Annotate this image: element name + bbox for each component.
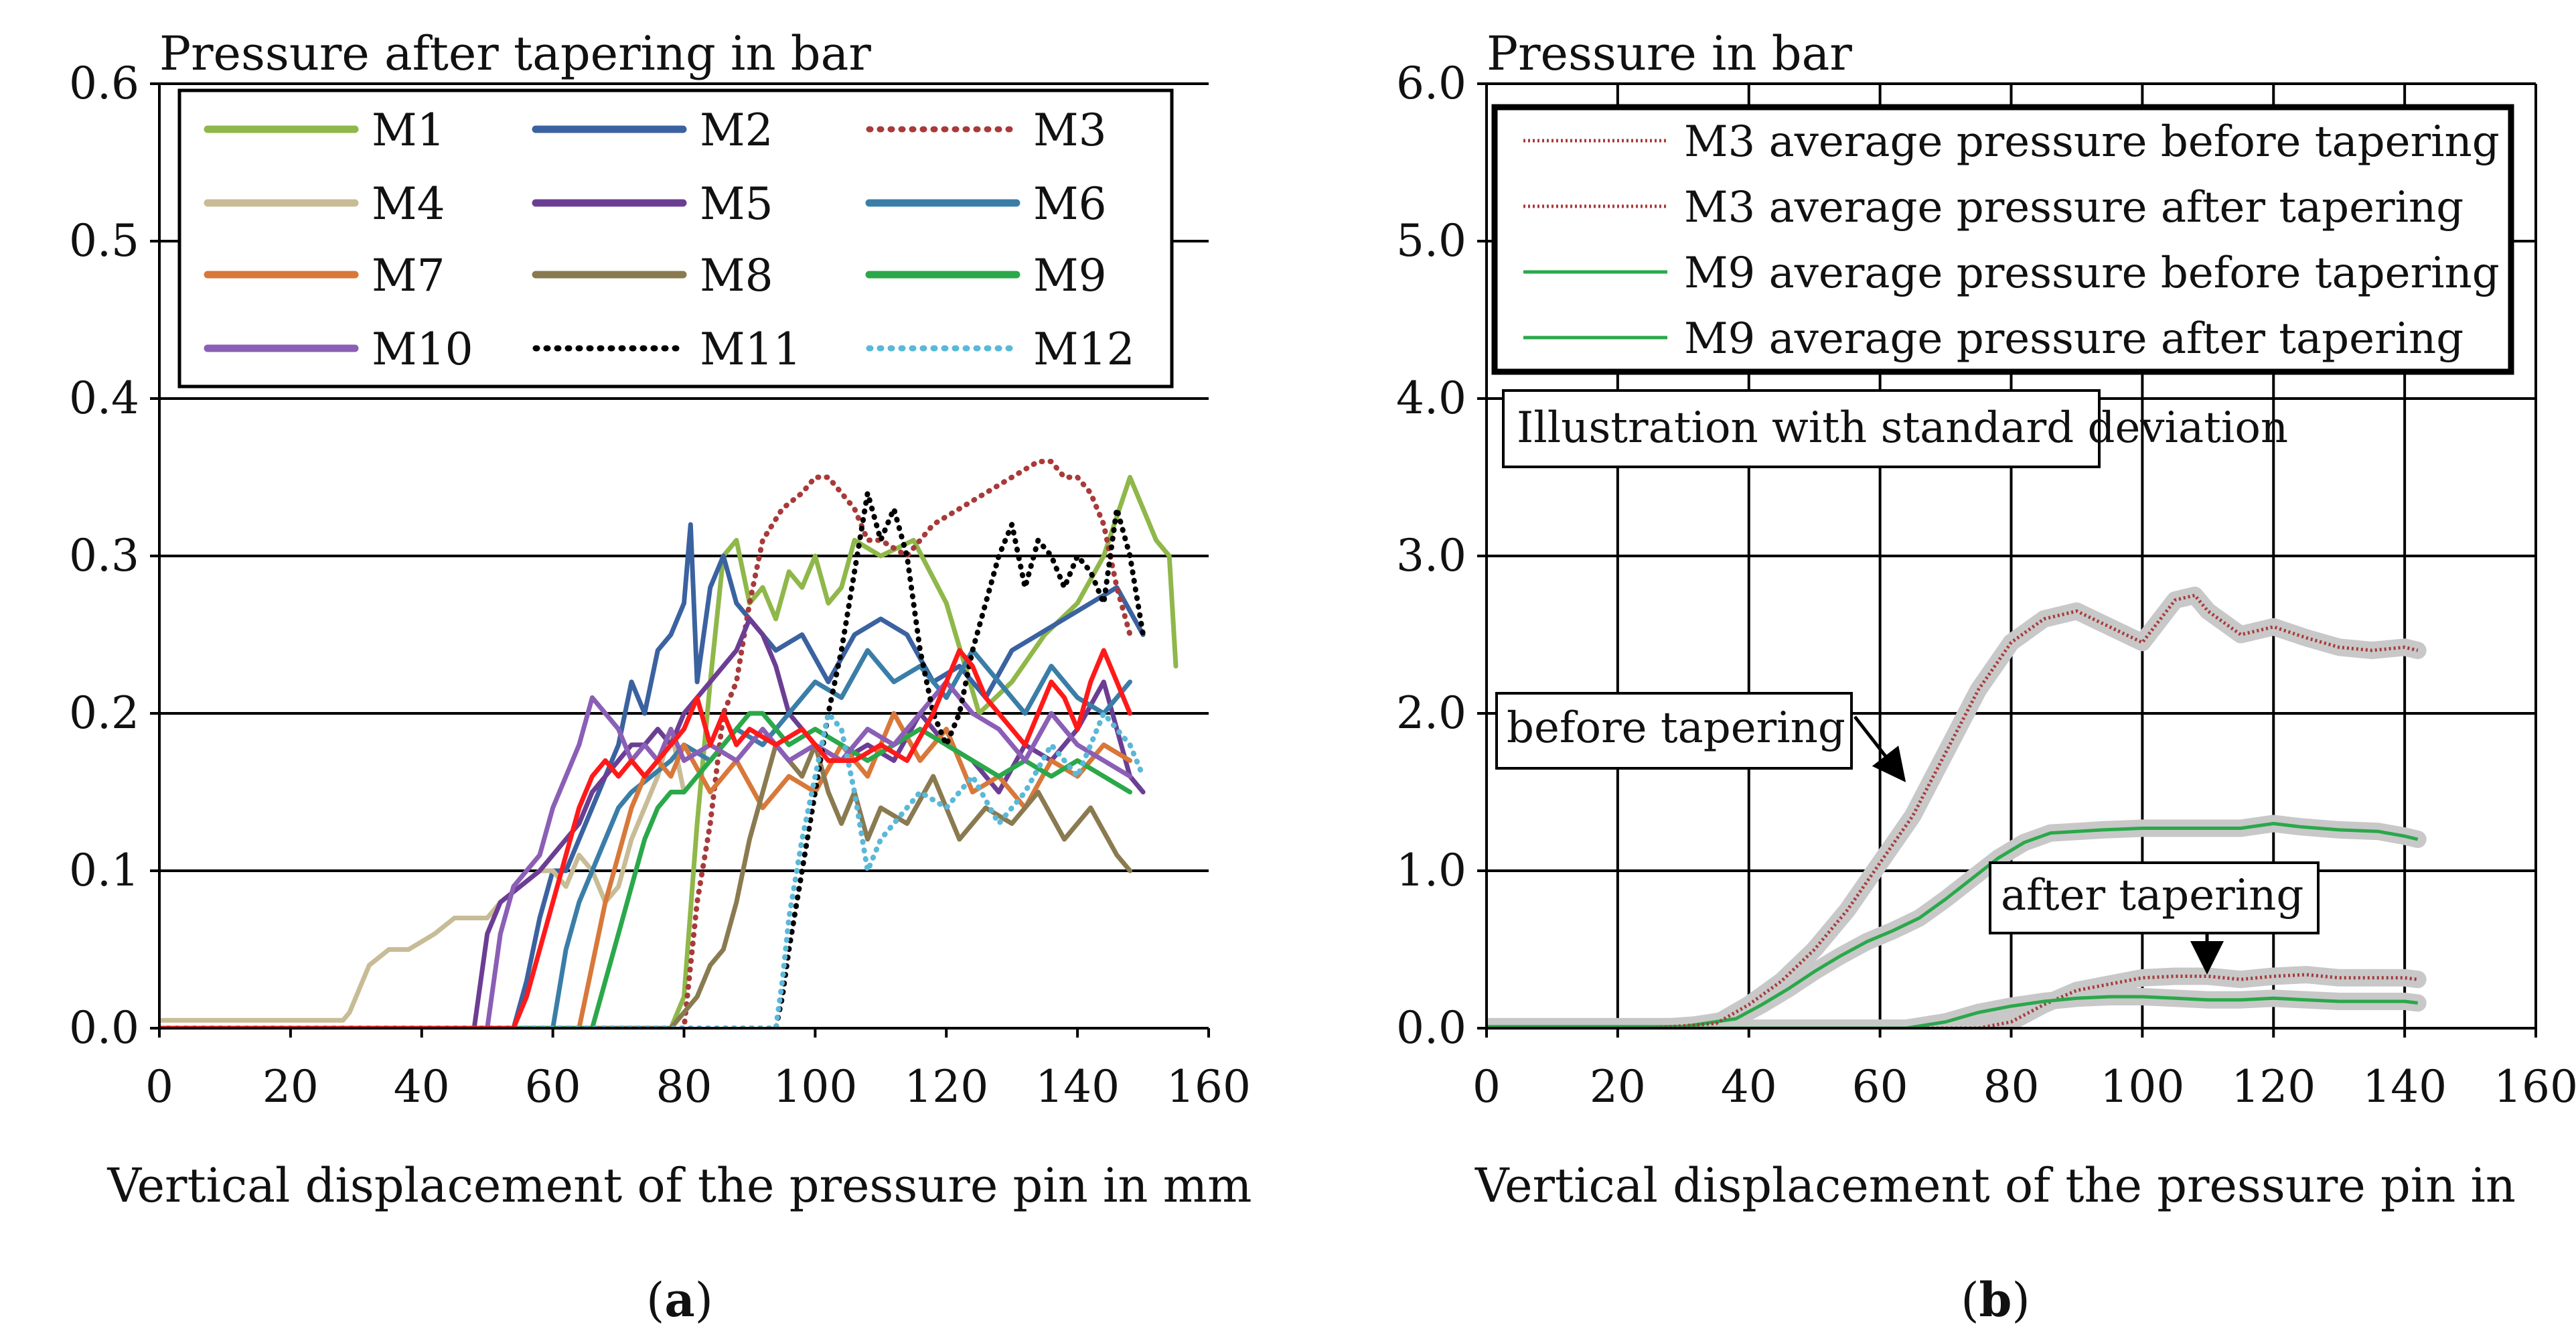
x-tick-labels-b: 0 20 40 60 80 100 120 140 160	[1472, 1061, 2576, 1113]
series-line	[1487, 995, 2419, 1028]
series-line-m11	[159, 490, 1146, 1028]
x-tick-label: 140	[1035, 1061, 1120, 1113]
legend-label: M3 average pressure after tapering	[1684, 183, 2464, 232]
y-tick-label: 1.0	[1396, 845, 1466, 896]
legend-label: M11	[700, 324, 802, 375]
x-tick-label: 40	[394, 1061, 450, 1113]
x-tick-label: 0	[145, 1061, 173, 1113]
legend-label: M10	[372, 324, 473, 375]
legend-label: M9 average pressure before tapering	[1684, 249, 2500, 298]
chart-title-b: Pressure in bar	[1487, 26, 1852, 81]
legend-label: M12	[1033, 324, 1135, 375]
caption-letter-a: a	[664, 1272, 694, 1328]
legend-b: M3 average pressure before tapering M3 av…	[1491, 104, 2514, 375]
caption-a: (a)	[646, 1272, 713, 1328]
series-line-m7	[159, 711, 1132, 1028]
x-axis-label-b: Vertical displacement of the pressure pi…	[1474, 1158, 2516, 1213]
caption-b: (b)	[1961, 1272, 2030, 1328]
annotation-before-tapering: before tapering	[1495, 692, 1906, 782]
legend-label: M9 average pressure after tapering	[1684, 314, 2464, 364]
x-tick-label: 80	[656, 1061, 712, 1113]
annotation-after-text: after tapering	[2001, 871, 2303, 920]
legend-box-b	[1491, 104, 2514, 375]
x-axis-label-a: Vertical displacement of the pressure pi…	[106, 1158, 1252, 1213]
x-tick-labels-a: 0 20 40 60 80 100 120 140 160	[145, 1061, 1251, 1113]
legend-label: M5	[700, 178, 773, 230]
chart-panel-a: Pressure after tapering in bar 0.0 0.1 0.2…	[69, 26, 1252, 1328]
series-line-m12	[159, 711, 1146, 1028]
annotation-before-text: before tapering	[1507, 703, 1845, 753]
legend-label: M6	[1033, 178, 1107, 230]
caption-letter-b: b	[1979, 1272, 2012, 1328]
legend-label: M8	[700, 250, 773, 301]
x-tick-label: 140	[2362, 1061, 2447, 1113]
series-line-m5	[159, 616, 1146, 1028]
x-tick-label: 40	[1721, 1061, 1777, 1113]
x-tick-label: 60	[525, 1061, 581, 1113]
legend-label: M9	[1033, 250, 1107, 301]
series-line	[1487, 593, 2419, 1028]
axes-b	[1477, 82, 2537, 1038]
annotation-after-box	[1989, 861, 2320, 934]
series-line-m2	[159, 522, 1146, 1028]
chart-title-a: Pressure after tapering in bar	[159, 26, 871, 81]
axes-a	[150, 82, 1210, 1038]
y-tick-label: 0.6	[69, 58, 139, 109]
legend-label: M2	[700, 104, 773, 156]
y-tick-labels-b: 0.0 1.0 2.0 3.0 4.0 5.0 6.0	[1396, 58, 1466, 1054]
legend-label: M3	[1033, 104, 1107, 156]
series-line-m3	[159, 459, 1133, 1028]
x-tick-label: 160	[1166, 1061, 1251, 1113]
y-tick-label: 0.0	[1396, 1002, 1466, 1054]
y-tick-label: 0.1	[69, 845, 139, 896]
series-line	[1487, 822, 2419, 1028]
legend-label: M4	[372, 178, 445, 230]
chart-panel-b: Pressure in bar 0.0 1.0 2.0 3.0 4.0 5.0 6.0 0 2…	[1396, 26, 2576, 1328]
annotation-before-box	[1495, 692, 1853, 770]
annotation-std-dev-box	[1502, 389, 2101, 468]
y-tick-label: 0.2	[69, 687, 139, 739]
y-tick-label: 6.0	[1396, 58, 1466, 109]
x-tick-label: 100	[773, 1061, 857, 1113]
series-line-m9	[159, 711, 1132, 1028]
y-tick-label: 0.0	[69, 1002, 139, 1054]
y-tick-label: 0.4	[69, 372, 139, 424]
x-tick-label: 20	[1590, 1061, 1646, 1113]
annotation-std-dev: Illustration with standard deviation	[1502, 389, 2288, 468]
y-tick-labels-a: 0.0 0.1 0.2 0.3 0.4 0.5 0.6	[69, 58, 139, 1054]
y-tick-label: 0.3	[69, 530, 139, 581]
annotation-std-dev-text: Illustration with standard deviation	[1517, 403, 2288, 453]
y-tick-label: 5.0	[1396, 215, 1466, 267]
legend-label: M7	[372, 250, 445, 301]
series-line-m10	[159, 679, 1132, 1028]
std-dev-band	[1487, 988, 2427, 1028]
series-line-mean	[159, 648, 1132, 1028]
std-dev-band	[1487, 586, 2427, 1028]
x-tick-label: 100	[2100, 1061, 2184, 1113]
x-tick-label: 160	[2494, 1061, 2576, 1113]
series-line	[1487, 973, 2419, 1028]
annotation-before-arrow	[1853, 715, 1906, 782]
legend-box-a	[177, 88, 1174, 388]
x-tick-label: 0	[1472, 1061, 1501, 1113]
legend-label: M1	[372, 104, 445, 156]
x-tick-label: 60	[1852, 1061, 1908, 1113]
series-line-m8	[159, 742, 1132, 1028]
y-tick-label: 2.0	[1396, 687, 1466, 739]
x-tick-label: 20	[262, 1061, 319, 1113]
y-tick-label: 3.0	[1396, 530, 1466, 581]
series-line-m1	[159, 475, 1179, 1028]
x-tick-label: 120	[2231, 1061, 2316, 1113]
series-group-a	[159, 459, 1179, 1028]
x-tick-label: 80	[1983, 1061, 2040, 1113]
y-tick-label: 4.0	[1396, 372, 1466, 424]
annotation-after-tapering: after tapering	[1989, 861, 2320, 975]
y-tick-label: 0.5	[69, 215, 139, 267]
x-tick-label: 120	[904, 1061, 988, 1113]
legend-a: M1 M2 M3 M4 M5 M6 M7 M8 M9 M10 M11 M12	[177, 88, 1174, 388]
legend-label: M3 average pressure before tapering	[1684, 117, 2500, 167]
series-group-b	[1487, 586, 2427, 1028]
